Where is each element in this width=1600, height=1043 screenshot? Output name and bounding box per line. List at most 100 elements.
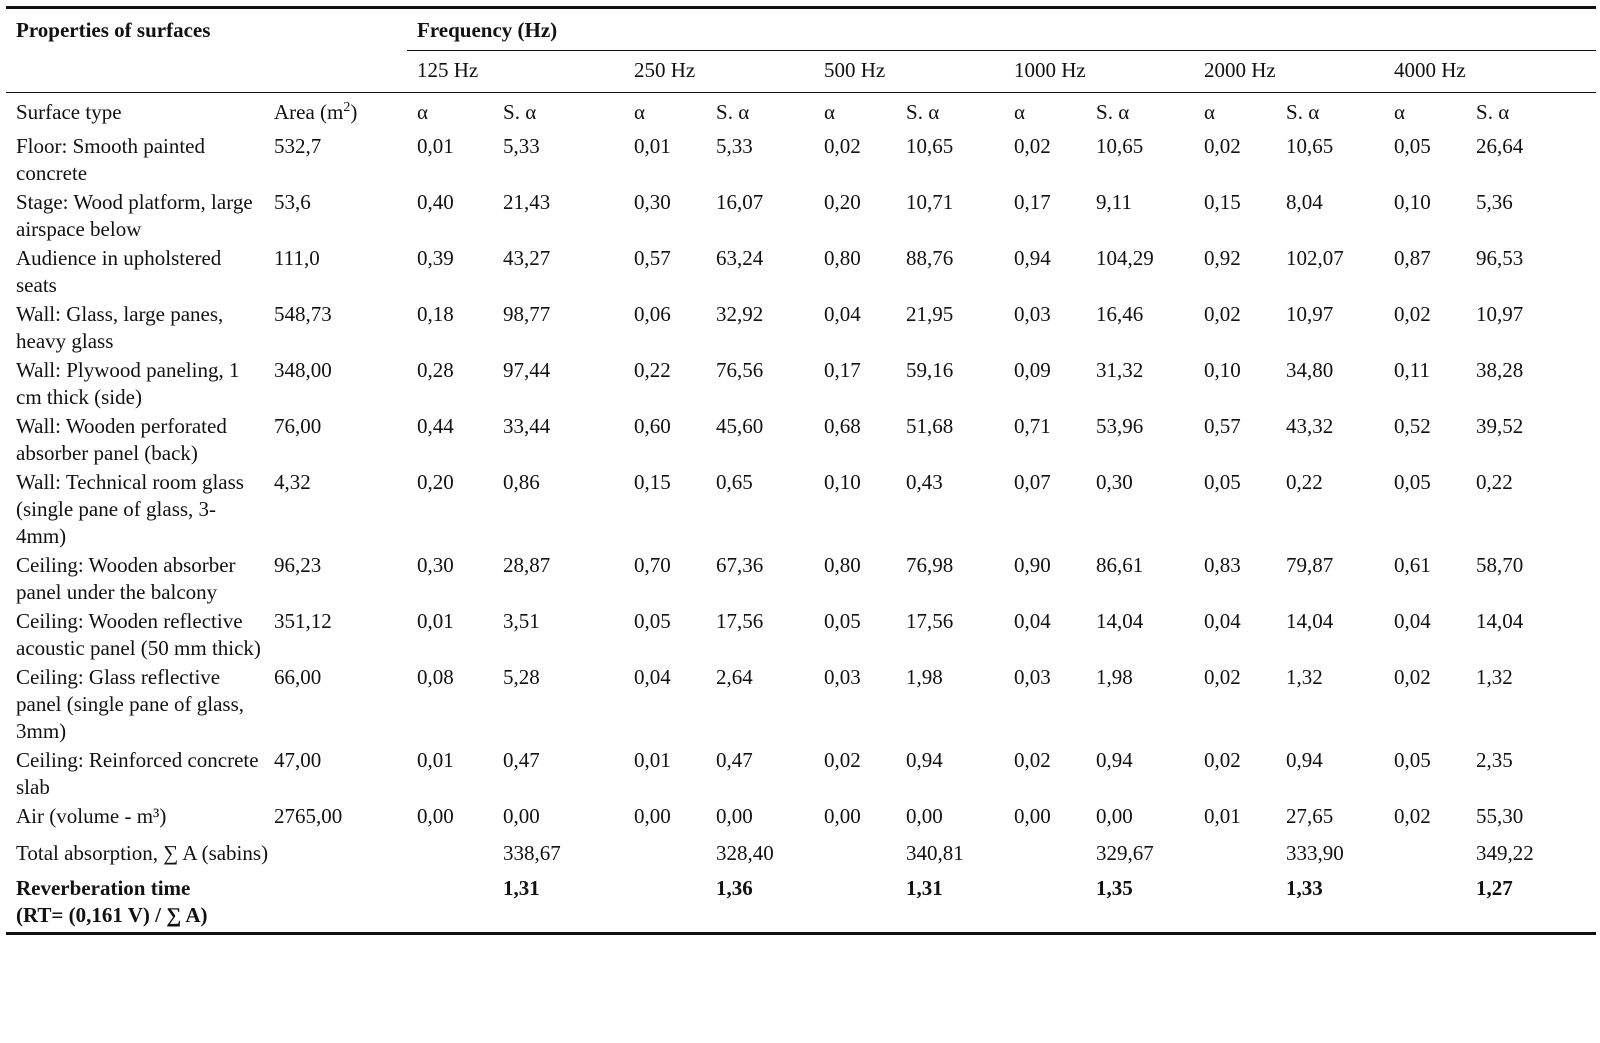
salpha-cell: 98,77 xyxy=(503,302,551,326)
salpha-cell: 102,07 xyxy=(1286,246,1344,270)
salpha-cell: 0,00 xyxy=(716,804,753,828)
salpha-cell: 45,60 xyxy=(716,414,764,438)
total-value: 349,22 xyxy=(1476,841,1534,865)
salpha-cell: 16,07 xyxy=(716,190,764,214)
alpha-cell: 0,02 xyxy=(1204,302,1241,326)
alpha-cell: 0,20 xyxy=(824,190,861,214)
alpha-cell: 0,20 xyxy=(417,470,454,494)
total-absorption-label: Total absorption, ∑ A (sabins) xyxy=(16,841,269,865)
salpha-cell: 104,29 xyxy=(1096,246,1154,270)
alpha-cell: 0,70 xyxy=(634,553,671,577)
salpha-cell: 32,92 xyxy=(716,302,764,326)
salpha-cell: 0,65 xyxy=(716,470,753,494)
salpha-cell: 10,97 xyxy=(1286,302,1334,326)
salpha-cell: 79,87 xyxy=(1286,553,1334,577)
alpha-cell: 0,04 xyxy=(824,302,861,326)
total-absorption-row: Total absorption, ∑ A (sabins) 338,67 32… xyxy=(6,830,1596,868)
salpha-cell: 0,86 xyxy=(503,470,540,494)
alpha-cell: 0,02 xyxy=(1394,302,1431,326)
freq-header-125: 125 Hz xyxy=(407,50,625,93)
alpha-cell: 0,57 xyxy=(634,246,671,270)
alpha-cell: 0,05 xyxy=(1394,748,1431,772)
alpha-cell: 0,05 xyxy=(634,609,671,633)
alpha-cell: 0,44 xyxy=(417,414,454,438)
salpha-cell: 34,80 xyxy=(1286,358,1334,382)
alpha-cell: 0,09 xyxy=(1014,358,1051,382)
alpha-cell: 0,61 xyxy=(1394,553,1431,577)
alpha-cell: 0,02 xyxy=(824,748,861,772)
area-cell: 111,0 xyxy=(274,246,320,270)
salpha-cell: 88,76 xyxy=(906,246,954,270)
salpha-cell: 0,47 xyxy=(503,748,540,772)
salpha-cell: 0,94 xyxy=(1286,748,1323,772)
alpha-cell: 0,04 xyxy=(1394,609,1431,633)
salpha-cell: 97,44 xyxy=(503,358,551,382)
salpha-cell: 28,87 xyxy=(503,553,551,577)
salpha-cell: 2,35 xyxy=(1476,748,1513,772)
surface-type-cell: Air (volume - m³) xyxy=(16,804,167,828)
header-row-1: Properties of surfaces Frequency (Hz) xyxy=(6,6,1597,51)
surface-type-cell: Stage: Wood platform, large airspace bel… xyxy=(16,190,253,241)
alpha-cell: 0,11 xyxy=(1394,358,1430,382)
salpha-cell: 0,22 xyxy=(1286,470,1323,494)
salpha-cell: 8,04 xyxy=(1286,190,1323,214)
salpha-cell: 26,64 xyxy=(1476,134,1524,158)
area-cell: 348,00 xyxy=(274,358,332,382)
surface-type-header: Surface type xyxy=(6,92,264,131)
freq-header-2000: 2000 Hz xyxy=(1194,50,1385,93)
alpha-cell: 0,68 xyxy=(824,414,861,438)
salpha-cell: 55,30 xyxy=(1476,804,1524,828)
salpha-cell: 96,53 xyxy=(1476,246,1524,270)
surface-type-cell: Ceiling: Glass reflective panel (single … xyxy=(16,665,245,743)
salpha-cell: 0,00 xyxy=(906,804,943,828)
reverberation-row: Reverberation time (RT= (0,161 V) / ∑ A)… xyxy=(6,868,1597,935)
salpha-cell: 39,52 xyxy=(1476,414,1524,438)
salpha-cell: 9,11 xyxy=(1096,190,1132,214)
salpha-cell: 63,24 xyxy=(716,246,764,270)
alpha-cell: 0,01 xyxy=(417,748,454,772)
salpha-cell: 58,70 xyxy=(1476,553,1524,577)
salpha-cell: 1,32 xyxy=(1476,665,1513,689)
table-row: Ceiling: Wooden reflective acoustic pane… xyxy=(6,606,1596,662)
alpha-cell: 0,40 xyxy=(417,190,454,214)
reverberation-value: 1,35 xyxy=(1086,868,1195,935)
alpha-cell: 0,80 xyxy=(824,553,861,577)
salpha-cell: 76,98 xyxy=(906,553,954,577)
table-row: Floor: Smooth painted concrete 532,7 0,01 5… xyxy=(6,131,1596,187)
table-row: Ceiling: Glass reflective panel (single … xyxy=(6,662,1596,745)
alpha-cell: 0,57 xyxy=(1204,414,1241,438)
alpha-cell: 0,05 xyxy=(1204,470,1241,494)
alpha-cell: 0,01 xyxy=(417,609,454,633)
alpha-cell: 0,30 xyxy=(417,553,454,577)
properties-header: Properties of surfaces xyxy=(6,6,408,51)
salpha-header: S. α xyxy=(1466,92,1597,131)
table-row: Ceiling: Wooden absorber panel under the… xyxy=(6,550,1596,606)
surface-type-cell: Wall: Plywood paneling, 1 cm thick (side… xyxy=(16,358,240,409)
total-value: 338,67 xyxy=(503,841,561,865)
salpha-cell: 10,71 xyxy=(906,190,954,214)
salpha-cell: 76,56 xyxy=(716,358,764,382)
freq-header-1000: 1000 Hz xyxy=(1004,50,1195,93)
salpha-header: S. α xyxy=(1276,92,1385,131)
salpha-header: S. α xyxy=(896,92,1005,131)
salpha-cell: 2,64 xyxy=(716,665,753,689)
alpha-cell: 0,04 xyxy=(1204,609,1241,633)
absorption-table: Properties of surfaces Frequency (Hz) 12… xyxy=(6,6,1597,935)
total-value: 333,90 xyxy=(1286,841,1344,865)
salpha-cell: 1,32 xyxy=(1286,665,1323,689)
alpha-header: α xyxy=(407,92,494,131)
salpha-cell: 17,56 xyxy=(906,609,954,633)
salpha-cell: 14,04 xyxy=(1286,609,1334,633)
alpha-cell: 0,02 xyxy=(1394,804,1431,828)
salpha-cell: 43,32 xyxy=(1286,414,1334,438)
alpha-cell: 0,04 xyxy=(634,665,671,689)
alpha-cell: 0,01 xyxy=(1204,804,1241,828)
surface-type-cell: Ceiling: Wooden absorber panel under the… xyxy=(16,553,236,604)
reverberation-value: 1,31 xyxy=(493,868,625,935)
alpha-cell: 0,83 xyxy=(1204,553,1241,577)
area-cell: 4,32 xyxy=(274,470,311,494)
area-cell: 47,00 xyxy=(274,748,322,772)
area-cell: 351,12 xyxy=(274,609,332,633)
alpha-cell: 0,15 xyxy=(1204,190,1241,214)
alpha-cell: 0,80 xyxy=(824,246,861,270)
